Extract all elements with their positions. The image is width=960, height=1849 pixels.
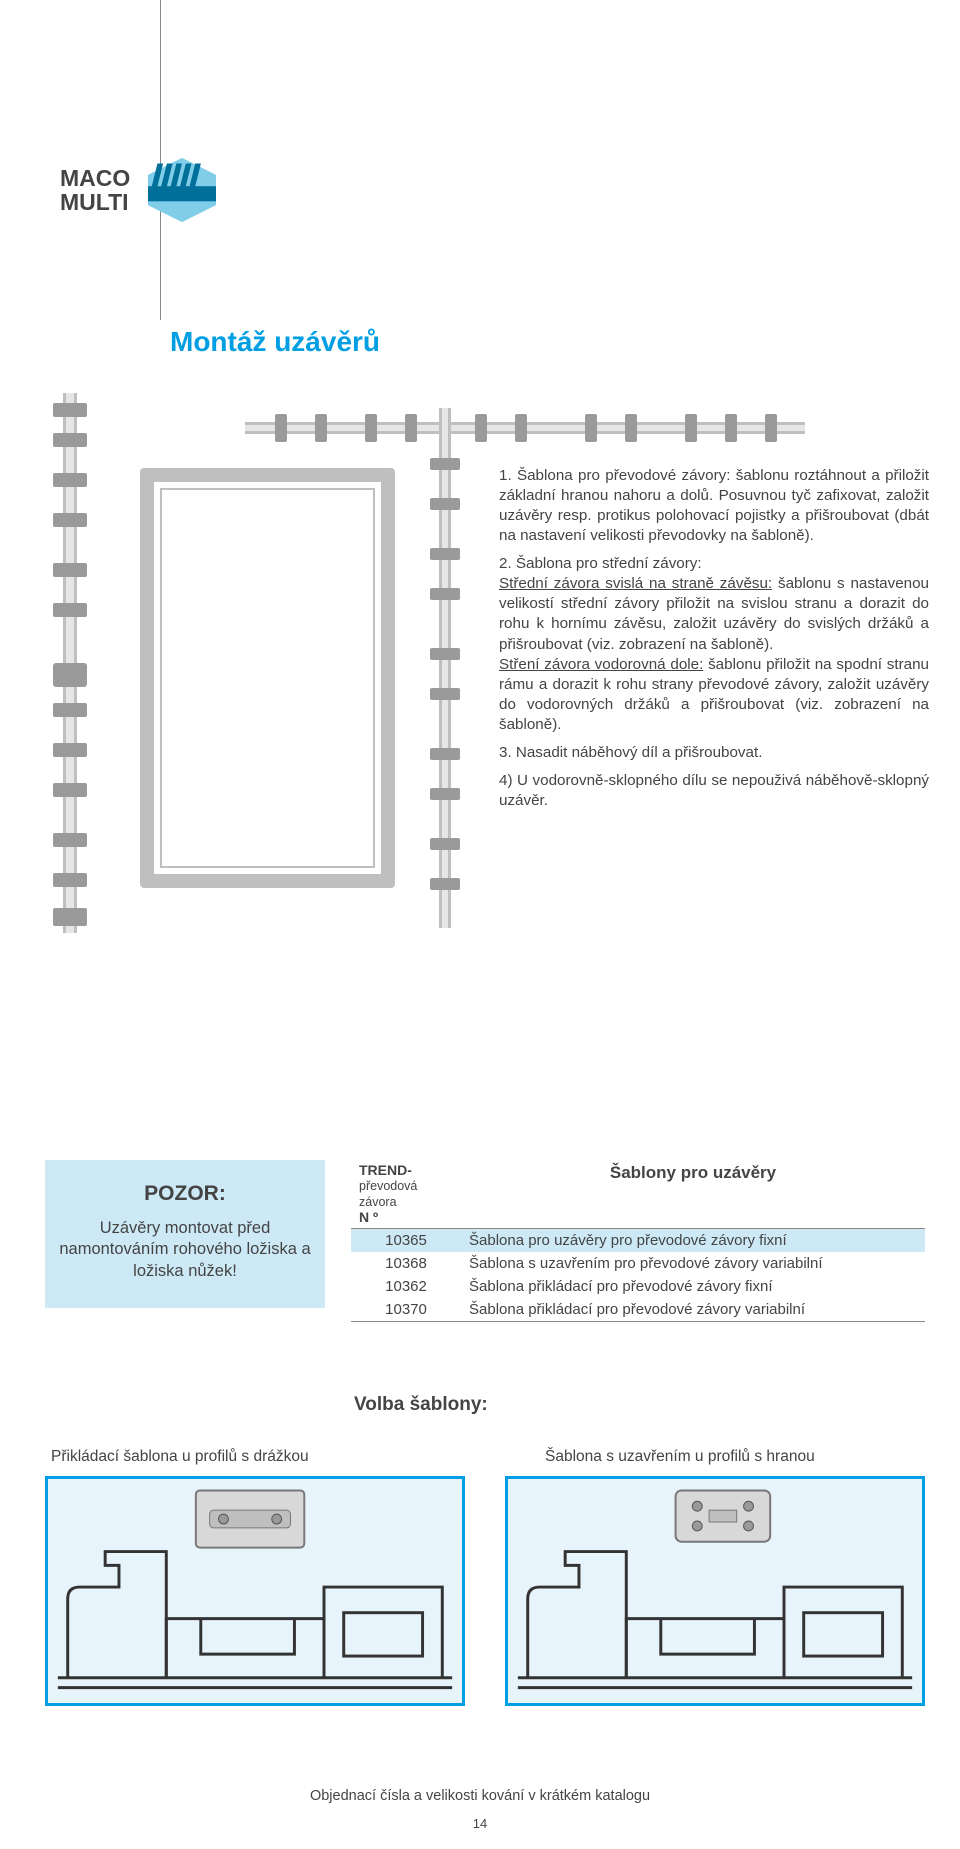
profile-right-diagram <box>505 1476 925 1706</box>
selection-title: Volba šablony: <box>354 1394 488 1416</box>
brand-line1: MACO <box>60 166 130 190</box>
table-row: 10365 Šablona pro uzávěry pro převodové … <box>351 1229 925 1253</box>
col0-l3: N º <box>359 1209 378 1225</box>
table-row: 10370 Šablona přikládací pro převodové z… <box>351 1298 925 1322</box>
row-num: 10368 <box>351 1252 461 1275</box>
notice-row: POZOR: Uzávěry montovat před namontování… <box>45 1160 925 1322</box>
footer-note: Objednací čísla a velikosti kování v krá… <box>0 1788 960 1804</box>
row-num: 10365 <box>351 1229 461 1253</box>
instruction-p2: 2. Šablona pro střední závory: Střední z… <box>499 554 929 735</box>
attention-body: Uzávěry montovat před namontováním rohov… <box>59 1218 311 1282</box>
row-desc: Šablona přikládací pro převodové závory … <box>461 1298 925 1322</box>
profile-left-diagram <box>45 1476 465 1706</box>
rail-vertical-left-icon <box>45 393 95 933</box>
instruction-p1: 1. Šablona pro převodové závory: šablonu… <box>499 466 929 546</box>
section-title: Montáž uzávěrů <box>170 326 380 358</box>
profile-right-svg-icon <box>508 1479 922 1703</box>
table-col0-header: TREND- převodová závora N º <box>351 1160 461 1229</box>
table-row: 10368 Šablona s uzavřením pro převodové … <box>351 1252 925 1275</box>
attention-box: POZOR: Uzávěry montovat před namontování… <box>45 1160 325 1308</box>
rail-vertical-mid-icon <box>425 408 465 928</box>
row-desc: Šablona s uzavřením pro převodové závory… <box>461 1252 925 1275</box>
brand-block: MACO MULTI <box>60 156 220 224</box>
instruction-p4: 4) U vodorovně-sklopného dílu se nepouži… <box>499 771 929 811</box>
p2-lead: 2. Šablona pro střední závory: <box>499 555 702 572</box>
rail-horizontal-icon <box>245 408 805 448</box>
template-table: TREND- převodová závora N º Šablony pro … <box>351 1160 925 1322</box>
row-num: 10362 <box>351 1275 461 1298</box>
brand-name: MACO MULTI <box>60 166 130 214</box>
profile-right: Šablona s uzavřením u profilů s hranou <box>505 1448 925 1706</box>
profile-left-label: Přikládací šablona u profilů s drážkou <box>45 1448 465 1466</box>
instruction-p3: 3. Nasadit náběhový díl a přišroubovat. <box>499 743 929 763</box>
col0-l1: TREND- <box>359 1162 412 1178</box>
profile-left-svg-icon <box>48 1479 462 1703</box>
p2c-underline: Stření závora vodorovná dole: <box>499 656 703 673</box>
attention-heading: POZOR: <box>59 1182 311 1206</box>
instruction-text: 1. Šablona pro převodové závory: šablonu… <box>499 466 929 819</box>
p2b-underline: Střední závora svislá na straně závěsu: <box>499 575 772 592</box>
brand-logo-icon <box>144 156 220 224</box>
window-frame-icon <box>140 468 395 888</box>
profiles-row: Přikládací šablona u profilů s drážkou <box>45 1448 925 1706</box>
row-desc: Šablona pro uzávěry pro převodové závory… <box>461 1229 925 1253</box>
assembly-diagram: 1. Šablona pro převodové závory: šablonu… <box>45 388 925 978</box>
profile-right-label: Šablona s uzavřením u profilů s hranou <box>505 1448 925 1466</box>
table-col1-header: Šablony pro uzávěry <box>461 1160 925 1229</box>
row-desc: Šablona přikládací pro převodové závory … <box>461 1275 925 1298</box>
row-num: 10370 <box>351 1298 461 1322</box>
profile-left: Přikládací šablona u profilů s drážkou <box>45 1448 465 1706</box>
col0-l2: převodová závora <box>359 1179 417 1209</box>
table-row: 10362 Šablona přikládací pro převodové z… <box>351 1275 925 1298</box>
brand-line2: MULTI <box>60 190 130 214</box>
page-number: 14 <box>0 1816 960 1831</box>
